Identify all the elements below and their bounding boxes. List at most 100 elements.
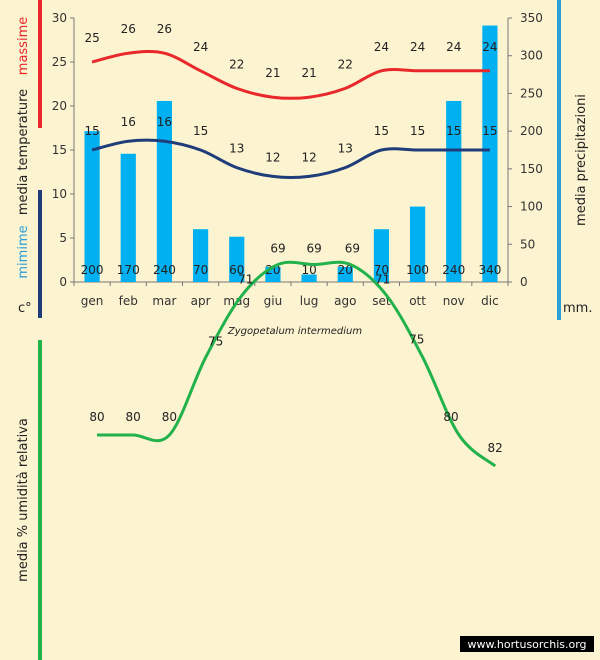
precip-data-label: 100 [406,263,429,277]
left-tick-label: 5 [59,231,67,245]
precip-data-label: 70 [193,263,208,277]
min-temp-data-label: 15 [482,124,497,138]
humidity-data-label: 80 [443,410,458,424]
max-temp-data-label: 25 [84,31,99,45]
humidity-data-label: 80 [162,410,177,424]
precip-data-label: 70 [374,263,389,277]
left-tick-label: 25 [52,55,67,69]
x-tick-label: ago [334,294,356,308]
chart-title: Zygopetalum intermedium [227,326,362,337]
max-temp-data-label: 24 [193,40,208,54]
left-tick-label: 20 [52,99,67,113]
right-tick-label: 200 [520,124,543,138]
humidity-data-label: 69 [270,242,285,256]
right-tick-label: 350 [520,11,543,25]
precip-bar [482,25,498,283]
watermark-text: www.hortusorchis.org [467,638,586,651]
precip-data-label: 240 [153,263,176,277]
right-tick-label: 300 [520,49,543,63]
precip-data-label: 240 [442,263,465,277]
min-temp-data-label: 15 [374,124,389,138]
humidity-line [97,260,497,468]
humidity-data-label: 75 [409,333,424,347]
left-tick-label: 0 [59,275,67,289]
precip-bar [84,131,100,282]
min-temp-line [91,138,490,180]
min-temp-data-label: 12 [265,150,280,164]
right-tick-label: 150 [520,162,543,176]
max-temp-data-label: 24 [482,40,497,54]
precip-bar [301,274,317,282]
min-temp-data-label: 15 [410,124,425,138]
celsius-unit: c° [18,301,32,316]
min-temp-data-label: 12 [301,150,316,164]
x-tick-label: giu [264,294,283,308]
max-temp-data-label: 21 [301,66,316,80]
temperature-axis-label: media temperature [16,89,31,215]
min-temp-data-label: 15 [193,124,208,138]
humidity-data-label: 71 [238,273,253,287]
min-temp-data-label: 13 [229,142,244,156]
precip-bar [192,229,209,282]
max-temp-data-label: 21 [265,66,280,80]
humidity-data-label: 80 [89,410,104,424]
left-tick-label: 30 [52,11,67,25]
min-temp-data-label: 15 [446,124,461,138]
watermark: www.hortusorchis.org [460,636,594,652]
right-tick-label: 250 [520,86,543,100]
right-tick-label: 100 [520,200,543,214]
mm-unit: mm. [563,301,592,316]
max-temp-data-label: 24 [410,40,425,54]
precip-axis-label: media precipitazioni [574,94,589,226]
max-temp-data-label: 26 [157,22,172,36]
x-tick-label: set [372,294,391,308]
precip-bar [446,100,462,282]
x-tick-label: ott [409,294,426,308]
precip-bar [156,100,173,282]
left-tick-label: 15 [52,143,67,157]
precip-bar [229,236,245,282]
humidity-data-label: 75 [208,335,223,349]
min-temp-data-label: 13 [338,142,353,156]
precip-data-label: 170 [117,263,140,277]
right-tick-label: 50 [520,237,535,251]
precip-bar [120,153,136,282]
precip-data-label: 200 [81,263,104,277]
precip-data-label: 10 [301,263,316,277]
precip-bar [373,229,390,282]
humidity-data-label: 69 [307,242,322,256]
min-temp-data-label: 16 [121,115,136,129]
x-tick-label: dic [481,294,499,308]
x-tick-label: nov [443,294,465,308]
min-label: mimime [16,225,31,278]
x-tick-label: feb [119,294,138,308]
precip-bar [409,206,426,282]
humidity-data-label: 82 [488,441,503,455]
x-tick-label: mar [152,294,176,308]
max-temp-data-label: 22 [338,57,353,71]
max-temp-data-label: 24 [374,40,389,54]
max-temp-data-label: 26 [121,22,136,36]
max-temp-data-label: 24 [446,40,461,54]
humidity-chart: 80 80 80 75 71 69 69 69 71 75 80 82 media % umidità … [16,242,503,660]
x-tick-label: apr [191,294,211,308]
precip-data-label: 60 [229,263,244,277]
humidity-data-label: 71 [375,273,390,287]
max-temp-line [91,50,490,100]
precip-data-label: 20 [338,263,353,277]
max-label: massime [16,17,31,75]
right-tick-label: 0 [520,275,528,289]
x-tick-label: gen [81,294,104,308]
humidity-data-label: 80 [126,410,141,424]
min-temp-data-label: 15 [84,124,99,138]
x-tick-label: lug [300,294,319,308]
min-temp-data-label: 16 [157,115,172,129]
max-temp-data-label: 22 [229,57,244,71]
humidity-data-label: 69 [345,242,360,256]
precip-data-label: 340 [478,263,501,277]
left-tick-label: 10 [52,187,67,201]
precip-bar [337,266,353,282]
